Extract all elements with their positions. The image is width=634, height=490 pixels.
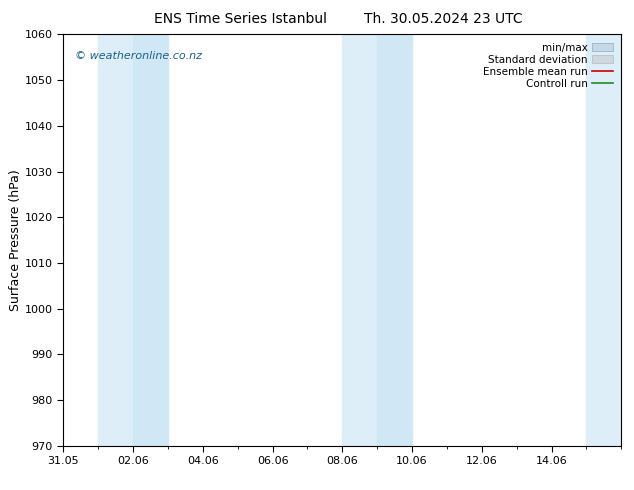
Bar	[586, 34, 621, 446]
Text: Th. 30.05.2024 23 UTC: Th. 30.05.2024 23 UTC	[365, 12, 523, 26]
Text: ENS Time Series Istanbul: ENS Time Series Istanbul	[155, 12, 327, 26]
Bar	[133, 34, 168, 446]
Text: © weatheronline.co.nz: © weatheronline.co.nz	[75, 51, 202, 61]
Y-axis label: Surface Pressure (hPa): Surface Pressure (hPa)	[9, 169, 22, 311]
Bar	[342, 34, 377, 446]
Bar	[377, 34, 412, 446]
Legend: min/max, Standard deviation, Ensemble mean run, Controll run: min/max, Standard deviation, Ensemble me…	[480, 40, 616, 92]
Bar	[98, 34, 133, 446]
